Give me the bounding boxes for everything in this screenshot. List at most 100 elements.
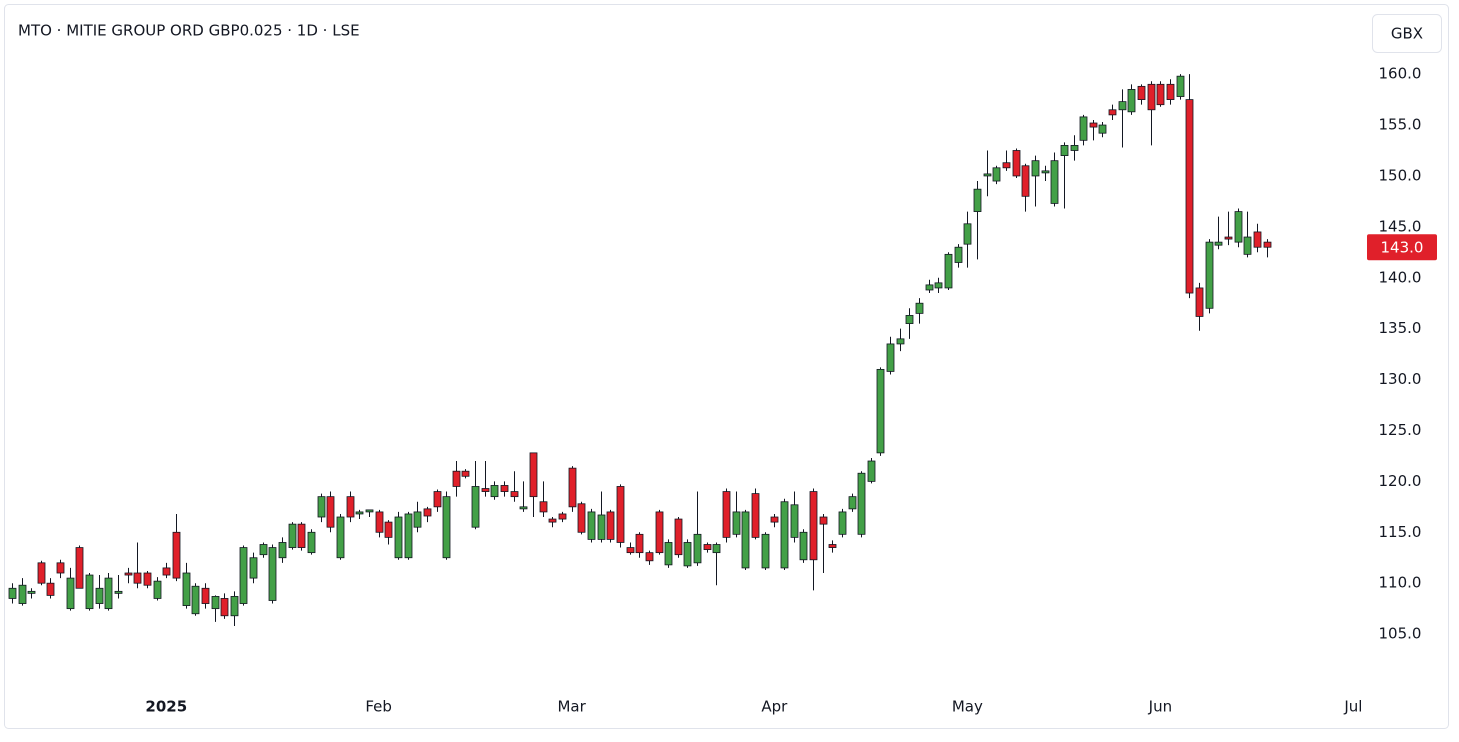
- x-tick-label: Apr: [761, 698, 788, 716]
- y-tick-label: 125.0: [1379, 421, 1422, 439]
- y-tick-label: 155.0: [1379, 116, 1422, 134]
- candle-body: [857, 472, 866, 535]
- candle-body: [500, 485, 509, 492]
- candle-body: [1234, 211, 1243, 243]
- candle-body: [124, 572, 133, 576]
- candle-body: [1166, 83, 1175, 100]
- candle-body: [201, 587, 210, 604]
- candle-body: [1118, 101, 1127, 111]
- candle-body: [66, 577, 75, 610]
- candle-body: [1137, 85, 1146, 100]
- candle-body: [683, 542, 692, 567]
- candle-body: [172, 531, 181, 579]
- candle-body: [1127, 89, 1136, 113]
- candle-body: [568, 467, 577, 508]
- candle-body: [577, 503, 586, 533]
- candle-body: [481, 488, 490, 492]
- candle-body: [732, 511, 741, 535]
- candle-body: [963, 223, 972, 245]
- y-tick-label: 135.0: [1379, 319, 1422, 337]
- y-tick-label: 115.0: [1379, 523, 1422, 541]
- candle-body: [211, 596, 220, 610]
- candle-body: [8, 587, 17, 599]
- y-tick-label: 160.0: [1379, 65, 1422, 83]
- candle-body: [1041, 170, 1050, 174]
- candle-body: [1263, 241, 1272, 248]
- candle-body: [1176, 75, 1185, 97]
- candle-body: [741, 511, 750, 569]
- candle-body: [1185, 99, 1194, 294]
- candle-body: [828, 544, 837, 548]
- x-tick-label: 2025: [145, 698, 187, 716]
- chart-frame: [4, 4, 1449, 729]
- candle-body: [220, 598, 229, 617]
- candle-body: [37, 562, 46, 584]
- candle-body: [143, 572, 152, 586]
- candle-body: [703, 544, 712, 550]
- candle-body: [1089, 122, 1098, 128]
- x-tick-label: Mar: [557, 698, 586, 716]
- candle-body: [548, 518, 557, 523]
- candle-body: [1224, 236, 1233, 240]
- candle-body: [809, 491, 818, 561]
- last-price-label: 143.0: [1381, 239, 1424, 257]
- candle-body: [56, 562, 65, 574]
- candle-body: [954, 246, 963, 263]
- candle-body: [365, 509, 374, 513]
- candle-body: [75, 547, 84, 589]
- candle-body: [1070, 145, 1079, 151]
- candle-body: [404, 513, 413, 559]
- candle-body: [587, 511, 596, 540]
- candle-body: [896, 338, 905, 345]
- y-tick-label: 110.0: [1379, 574, 1422, 592]
- candle-body: [85, 574, 94, 610]
- currency-label[interactable]: GBX: [1391, 25, 1423, 43]
- candle-body: [394, 516, 403, 559]
- candle-body: [1079, 116, 1088, 141]
- candle-body: [867, 460, 876, 482]
- candle-body: [326, 496, 335, 528]
- candle-body: [104, 577, 113, 610]
- candle-body: [983, 173, 992, 177]
- candle-body: [558, 513, 567, 520]
- candle-body: [1243, 236, 1252, 255]
- candle-body: [46, 582, 55, 596]
- candle-body: [790, 504, 799, 538]
- candle-body: [770, 516, 779, 523]
- last-price-box: [1367, 234, 1437, 261]
- candle-body: [375, 511, 384, 533]
- candle-body: [1108, 109, 1117, 116]
- candle-body: [799, 531, 808, 561]
- x-axis: 2025 Feb Mar Apr May Jun Jul: [145, 698, 1362, 716]
- candle-body: [1195, 287, 1204, 317]
- candle-body: [761, 533, 770, 569]
- candle-body: [1147, 83, 1156, 111]
- x-tick-label: Jun: [1148, 698, 1172, 716]
- candle-body: [1214, 241, 1223, 246]
- y-tick-label: 140.0: [1379, 268, 1422, 286]
- candle-body: [712, 544, 721, 554]
- candle-body: [529, 452, 538, 498]
- candle-body: [317, 496, 326, 518]
- candle-body: [191, 585, 200, 615]
- candle-body: [423, 508, 432, 517]
- candle-body: [934, 282, 943, 289]
- candle-body: [384, 521, 393, 538]
- candle-body: [182, 572, 191, 606]
- y-tick-label: 105.0: [1379, 625, 1422, 643]
- candle-body: [905, 315, 914, 324]
- candle-body: [626, 547, 635, 554]
- candle-body: [655, 511, 664, 554]
- candle-body: [674, 518, 683, 556]
- candle-body: [230, 596, 239, 617]
- currency-button[interactable]: [1372, 14, 1442, 53]
- candle-body: [471, 486, 480, 528]
- candle-body: [915, 302, 924, 314]
- y-tick-label: 145.0: [1379, 217, 1422, 235]
- candle-body: [442, 496, 451, 559]
- candle-body: [664, 542, 673, 566]
- candle-body: [848, 496, 857, 510]
- candle-body: [944, 253, 953, 289]
